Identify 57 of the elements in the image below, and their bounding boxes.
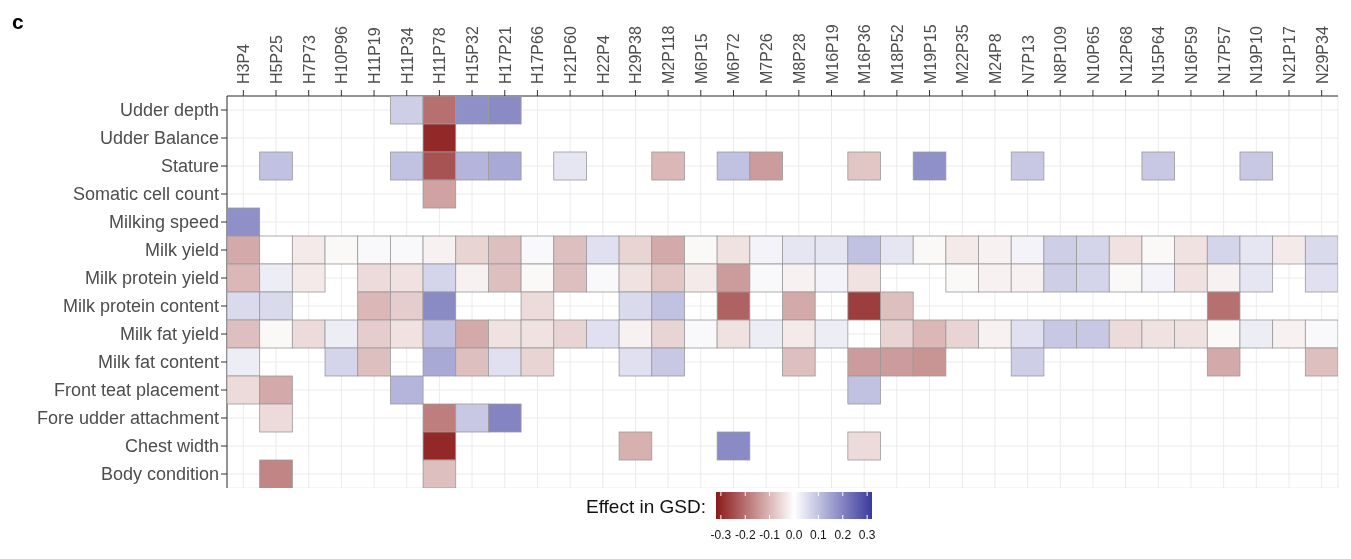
x-tick-label: H7P73 bbox=[300, 34, 318, 84]
y-tick-label: Milk protein content bbox=[62, 296, 219, 317]
x-tick-label: H11P78 bbox=[431, 27, 449, 84]
x-tick-label: N15P64 bbox=[1150, 26, 1168, 84]
color-bar-label: -0.1 bbox=[759, 528, 781, 542]
x-tick-label: H21P60 bbox=[562, 26, 580, 84]
y-tick-label: Chest width bbox=[124, 436, 219, 457]
y-tick-label: Fore udder attachment bbox=[36, 408, 219, 429]
x-tick-label: N8P109 bbox=[1052, 26, 1070, 84]
color-bar-title: Effect in GSD: bbox=[585, 495, 706, 517]
x-tick-label: N17P57 bbox=[1215, 26, 1233, 84]
text: c bbox=[12, 10, 24, 34]
x-tick-label: H5P25 bbox=[268, 34, 286, 84]
x-tick-label: M7P26 bbox=[758, 33, 776, 84]
x-tick-label: N10P65 bbox=[1084, 26, 1102, 84]
x-tick-label: H17P21 bbox=[496, 26, 514, 84]
color-bar-label: -0.2 bbox=[734, 528, 756, 542]
x-tick-label: N21P17 bbox=[1280, 26, 1298, 84]
x-tick-label: M16P19 bbox=[823, 24, 841, 84]
x-tick-label: H11P34 bbox=[398, 27, 416, 84]
x-tick-label: H11P19 bbox=[366, 27, 384, 84]
x-tick-label: M24P8 bbox=[986, 33, 1004, 84]
x-tick-label: H15P32 bbox=[464, 26, 482, 84]
y-tick-label: Milk protein yield bbox=[84, 268, 219, 289]
y-tick-label: Front teat placement bbox=[53, 380, 219, 401]
x-tick-label: N29P34 bbox=[1313, 26, 1331, 84]
x-tick-label: H29P38 bbox=[627, 26, 645, 84]
color-bar-label: 0.1 bbox=[810, 528, 828, 542]
x-tick-label: H10P96 bbox=[333, 26, 351, 84]
y-tick-label: Udder Balance bbox=[99, 128, 219, 149]
y-tick-label: Somatic cell count bbox=[72, 184, 219, 205]
y-tick-label: Milking speed bbox=[108, 212, 219, 233]
x-tick-label: N16P59 bbox=[1182, 26, 1200, 84]
y-tick-label: Udder depth bbox=[119, 100, 219, 121]
x-tick-label: M6P72 bbox=[725, 33, 743, 84]
y-tick-label: Milk yield bbox=[144, 240, 219, 261]
color-bar-label: 0.2 bbox=[834, 528, 852, 542]
x-tick-label: M18P52 bbox=[888, 24, 906, 84]
y-tick-label: Stature bbox=[160, 156, 219, 177]
y-tick-label: Body condition bbox=[100, 464, 219, 485]
color-bar-label: 0.3 bbox=[858, 528, 876, 542]
x-tick-label: H17P66 bbox=[529, 26, 547, 84]
x-tick-label: N7P13 bbox=[1019, 34, 1037, 84]
x-tick-label: H22P4 bbox=[594, 34, 612, 84]
x-tick-label: M22P35 bbox=[954, 24, 972, 84]
color-bar-label: 0.0 bbox=[785, 528, 803, 542]
x-tick-label: M8P28 bbox=[790, 33, 808, 84]
x-tick-label: N12P68 bbox=[1117, 26, 1135, 84]
x-tick-label: N19P10 bbox=[1248, 26, 1266, 84]
x-tick-label: H3P4 bbox=[235, 43, 253, 84]
x-tick-label: M2P118 bbox=[660, 25, 678, 84]
y-tick-label: Milk fat yield bbox=[119, 324, 219, 345]
y-tick-label: Milk fat content bbox=[97, 352, 219, 373]
x-tick-label: M6P15 bbox=[692, 33, 710, 84]
color-bar-label: -0.3 bbox=[710, 528, 732, 542]
x-tick-label: M19P15 bbox=[921, 24, 939, 84]
x-tick-label: M16P36 bbox=[856, 24, 874, 84]
